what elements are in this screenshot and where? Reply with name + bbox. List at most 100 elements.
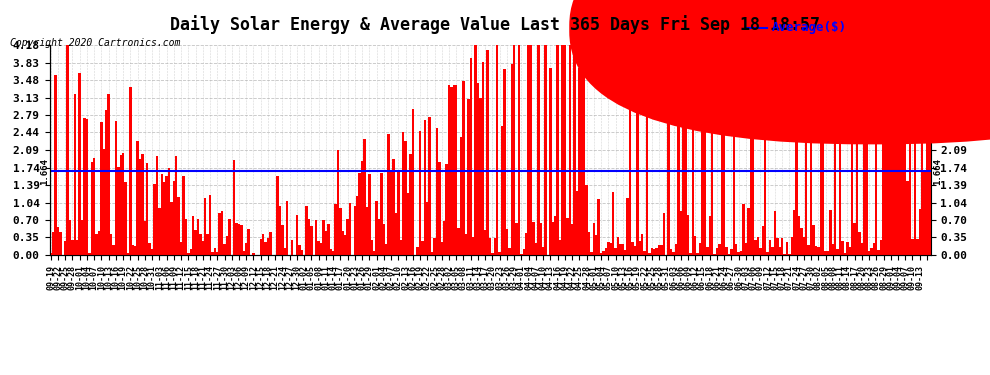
Bar [264,242,266,255]
Bar [764,45,766,255]
Bar [177,196,180,255]
Bar [402,132,404,255]
Bar [494,238,496,255]
Bar [467,99,469,255]
Bar [800,228,803,255]
Bar [834,45,837,255]
Bar [508,249,511,255]
Bar [650,248,653,255]
Bar [484,230,486,255]
Bar [194,230,197,255]
Bar [677,45,679,255]
Bar [882,45,885,255]
Bar [464,234,467,255]
Bar [139,159,142,255]
Bar [926,45,929,255]
Bar [723,45,726,255]
Bar [689,253,692,255]
Bar [90,162,93,255]
Bar [890,107,892,255]
Bar [301,250,303,255]
Bar [443,221,446,255]
Bar [450,87,452,255]
Bar [776,238,778,255]
Bar [634,246,637,255]
Bar [108,94,110,255]
Bar [846,242,848,255]
Bar [417,247,419,255]
Bar [429,117,431,255]
Bar [206,234,209,255]
Bar [491,253,494,255]
Bar [170,202,172,255]
Bar [353,206,356,255]
Bar [236,224,238,255]
Bar [549,68,551,255]
Bar [580,45,583,255]
Bar [858,232,860,255]
Bar [714,254,716,255]
Bar [718,244,721,255]
Bar [612,192,615,255]
Bar [851,45,853,255]
Bar [452,86,455,255]
Bar [318,240,320,255]
Bar [670,249,672,255]
Bar [590,252,593,255]
Bar [243,251,246,255]
Bar [696,253,699,255]
Bar [407,194,409,255]
Bar [798,216,800,255]
Bar [330,249,332,255]
Bar [644,251,645,255]
Bar [125,182,127,255]
Bar [175,156,177,255]
Bar [513,45,516,255]
Bar [142,154,144,255]
Bar [769,240,771,255]
Bar [279,207,281,255]
Bar [436,129,439,255]
Bar [870,248,872,255]
Bar [422,241,424,255]
Bar [246,243,248,255]
Bar [368,174,370,255]
Text: Average($): Average($) [772,21,847,34]
Bar [323,220,325,255]
Bar [262,234,264,255]
Bar [158,207,160,255]
Bar [880,240,882,255]
Bar [373,251,375,255]
Bar [916,239,919,255]
Bar [238,224,241,255]
Bar [325,231,327,255]
Bar [756,237,759,255]
Bar [692,45,694,255]
Bar [641,234,644,255]
Bar [523,249,525,255]
Bar [803,237,805,255]
Bar [754,240,756,255]
Bar [704,45,706,255]
Bar [160,174,163,255]
Bar [167,168,170,255]
Bar [66,45,69,255]
Bar [629,45,632,255]
Bar [791,237,793,255]
Bar [530,45,533,255]
Bar [528,45,530,255]
Bar [88,253,90,255]
Bar [291,240,293,255]
Bar [199,234,202,255]
Bar [657,245,660,255]
Bar [50,253,51,255]
Bar [645,45,648,255]
Bar [924,171,926,255]
Bar [216,252,219,255]
Bar [387,134,390,255]
Bar [894,83,897,255]
Bar [899,45,902,255]
Bar [837,249,839,255]
Bar [474,45,477,255]
Bar [535,243,538,255]
